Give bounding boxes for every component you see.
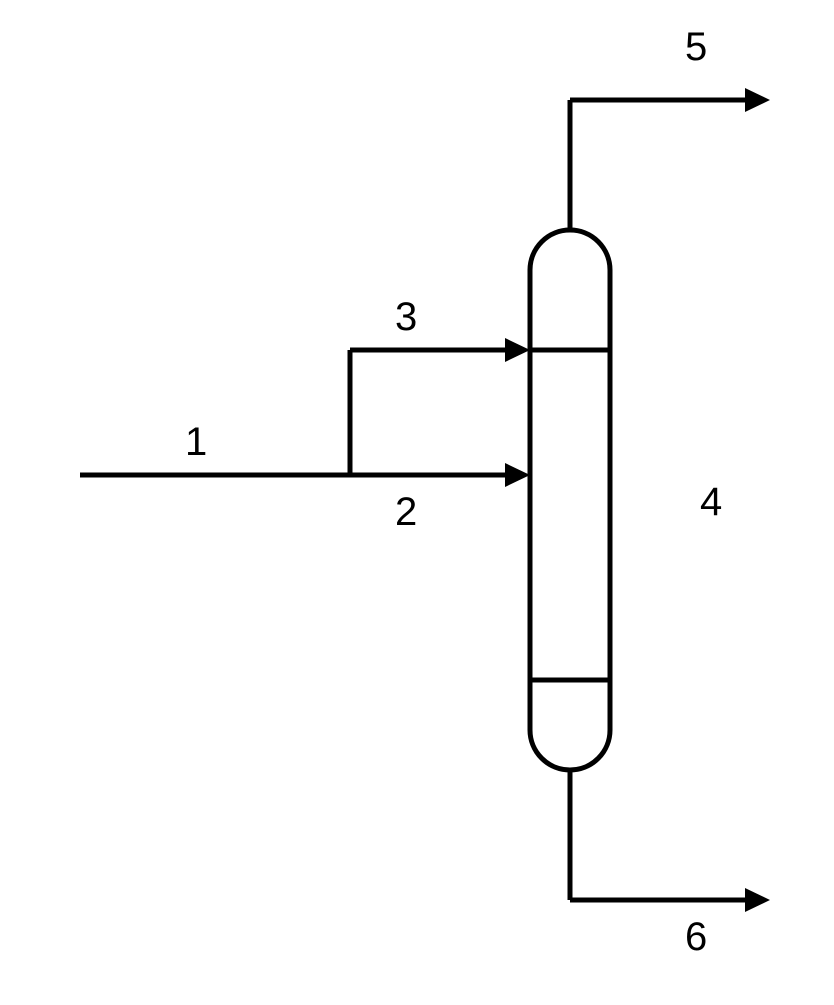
label-5: 5 bbox=[685, 25, 707, 70]
stream-bottom-product bbox=[570, 770, 770, 912]
stream-lower-feed bbox=[350, 463, 530, 487]
stream-upper-feed bbox=[350, 338, 530, 475]
label-6: 6 bbox=[685, 915, 707, 960]
label-4: 4 bbox=[700, 480, 722, 525]
distillation-column bbox=[530, 230, 610, 770]
process-flow-diagram: 1 2 3 4 5 6 bbox=[0, 0, 834, 1000]
stream-top-product bbox=[570, 88, 770, 230]
label-1: 1 bbox=[185, 420, 207, 465]
label-3: 3 bbox=[395, 295, 417, 340]
label-2: 2 bbox=[395, 490, 417, 535]
